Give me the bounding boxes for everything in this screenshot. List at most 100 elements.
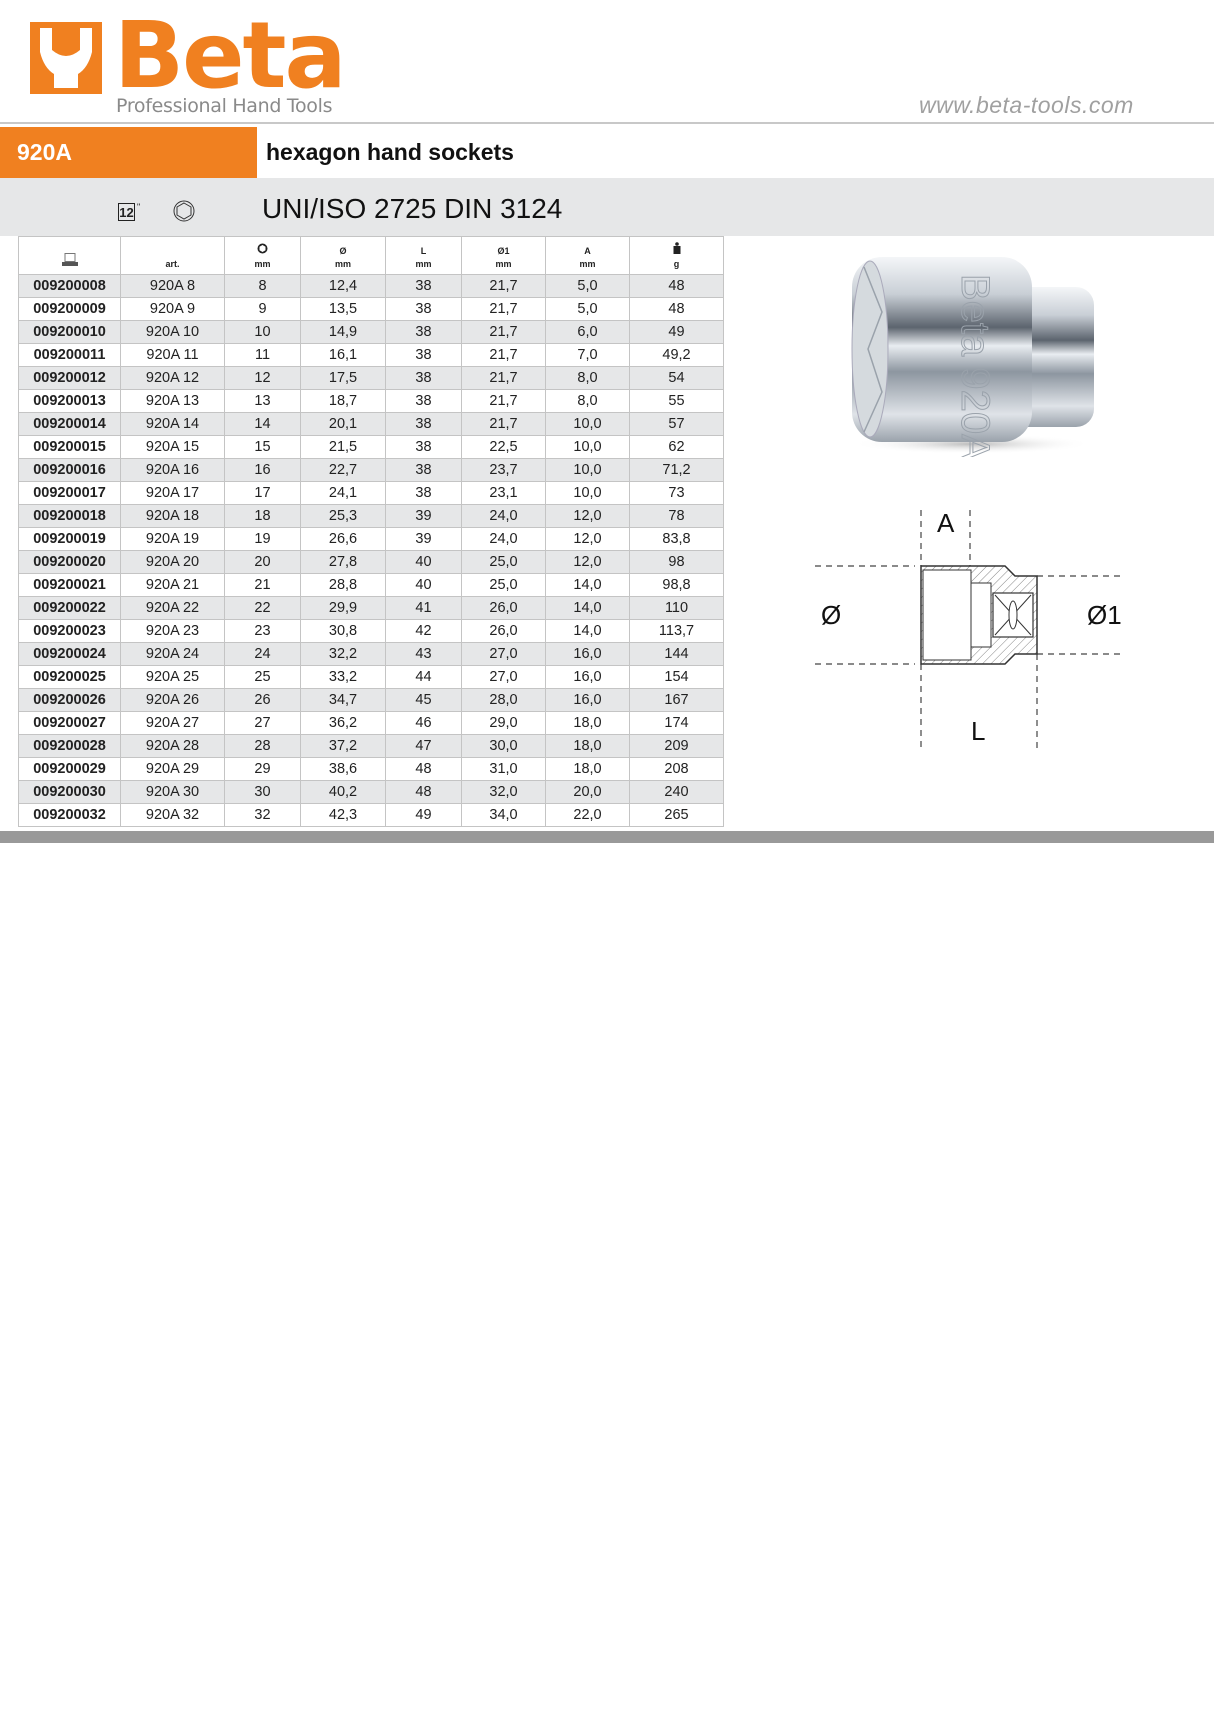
table-cell: 8,0 bbox=[545, 366, 630, 390]
article-code-cell: 009200009 bbox=[18, 297, 121, 321]
column-label: A bbox=[584, 246, 591, 256]
article-code-cell: 009200026 bbox=[18, 688, 121, 712]
table-cell: 920A 14 bbox=[120, 412, 225, 436]
table-cell: 46 bbox=[385, 711, 462, 735]
table-cell: 21 bbox=[224, 573, 301, 597]
table-cell: 8,0 bbox=[545, 389, 630, 413]
article-code-cell: 009200023 bbox=[18, 619, 121, 643]
table-cell: 37,2 bbox=[300, 734, 386, 758]
table-cell: 45 bbox=[385, 688, 462, 712]
table-cell: 920A 22 bbox=[120, 596, 225, 620]
table-row: 009200026 920A 26 26 34,7 45 28,0 16,0 167 bbox=[18, 688, 724, 712]
article-code-cell: 009200008 bbox=[18, 274, 121, 298]
article-code-cell: 009200015 bbox=[18, 435, 121, 459]
table-cell: 11 bbox=[224, 343, 301, 367]
table-cell: 920A 8 bbox=[120, 274, 225, 298]
column-unit: mm bbox=[334, 259, 351, 269]
table-cell: 16,0 bbox=[545, 642, 630, 666]
table-body: 009200008 920A 8 8 12,4 38 21,7 5,0 48 009200009… bbox=[18, 274, 724, 827]
table-cell: 209 bbox=[629, 734, 724, 758]
table-cell: 39 bbox=[385, 527, 462, 551]
table-cell: 174 bbox=[629, 711, 724, 735]
table-cell: 18 bbox=[224, 504, 301, 528]
table-cell: 28 bbox=[224, 734, 301, 758]
table-cell: 73 bbox=[629, 481, 724, 505]
table-cell: 12 bbox=[224, 366, 301, 390]
column-header: Ø1 mm bbox=[461, 236, 546, 275]
column-unit: mm bbox=[495, 259, 512, 269]
table-cell: 21,7 bbox=[461, 274, 546, 298]
table-cell: 38 bbox=[385, 389, 462, 413]
column-label: Ø1 bbox=[497, 246, 510, 256]
table-cell: 8 bbox=[224, 274, 301, 298]
table-cell: 47 bbox=[385, 734, 462, 758]
table-cell: 5,0 bbox=[545, 297, 630, 321]
table-cell: 21,7 bbox=[461, 412, 546, 436]
table-cell: 26,0 bbox=[461, 596, 546, 620]
table-cell: 39 bbox=[385, 504, 462, 528]
article-code-cell: 009200013 bbox=[18, 389, 121, 413]
table-row: 009200017 920A 17 17 24,1 38 23,1 10,0 73 bbox=[18, 481, 724, 505]
table-cell: 920A 20 bbox=[120, 550, 225, 574]
table-cell: 22 bbox=[224, 596, 301, 620]
table-cell: 32,0 bbox=[461, 780, 546, 804]
barcode-icon bbox=[19, 253, 120, 271]
table-cell: 24,1 bbox=[300, 481, 386, 505]
table-row: 009200014 920A 14 14 20,1 38 21,7 10,0 57 bbox=[18, 412, 724, 436]
table-cell: 38 bbox=[385, 320, 462, 344]
column-unit: mm bbox=[415, 259, 432, 269]
table-cell: 28,0 bbox=[461, 688, 546, 712]
article-code-cell: 009200012 bbox=[18, 366, 121, 390]
table-cell: 10,0 bbox=[545, 458, 630, 482]
table-cell: 920A 18 bbox=[120, 504, 225, 528]
table-cell: 34,0 bbox=[461, 803, 546, 827]
column-label: art. bbox=[165, 259, 180, 269]
product-code: 920A bbox=[17, 139, 72, 165]
table-row: 009200024 920A 24 24 32,2 43 27,0 16,0 144 bbox=[18, 642, 724, 666]
footer-bar bbox=[0, 831, 1214, 843]
table-cell: 57 bbox=[629, 412, 724, 436]
table-cell: 10,0 bbox=[545, 412, 630, 436]
table-cell: 16,1 bbox=[300, 343, 386, 367]
article-code-cell: 009200029 bbox=[18, 757, 121, 781]
table-row: 009200016 920A 16 16 22,7 38 23,7 10,0 71,2 bbox=[18, 458, 724, 482]
hex-socket-icon bbox=[225, 243, 300, 258]
column-header bbox=[18, 236, 121, 275]
table-cell: 265 bbox=[629, 803, 724, 827]
table-cell: 144 bbox=[629, 642, 724, 666]
column-unit: mm bbox=[254, 259, 271, 269]
table-cell: 22,5 bbox=[461, 435, 546, 459]
table-cell: 26 bbox=[224, 688, 301, 712]
table-row: 009200029 920A 29 29 38,6 48 31,0 18,0 208 bbox=[18, 757, 724, 781]
table-cell: 38,6 bbox=[300, 757, 386, 781]
brand-url[interactable]: www.beta-tools.com bbox=[919, 92, 1134, 118]
table-cell: 23,7 bbox=[461, 458, 546, 482]
table-cell: 27,8 bbox=[300, 550, 386, 574]
table-cell: 38 bbox=[385, 458, 462, 482]
table-cell: 19 bbox=[224, 527, 301, 551]
table-cell: 98 bbox=[629, 550, 724, 574]
table-cell: 32 bbox=[224, 803, 301, 827]
table-cell: 18,7 bbox=[300, 389, 386, 413]
table-cell: 27,0 bbox=[461, 642, 546, 666]
table-cell: 9 bbox=[224, 297, 301, 321]
table-cell: 29,0 bbox=[461, 711, 546, 735]
table-cell: 24 bbox=[224, 642, 301, 666]
article-code-cell: 009200014 bbox=[18, 412, 121, 436]
table-cell: 10,0 bbox=[545, 481, 630, 505]
table-cell: 20 bbox=[224, 550, 301, 574]
table-cell: 55 bbox=[629, 389, 724, 413]
table-cell: 29 bbox=[224, 757, 301, 781]
beta-wrench-logo-icon bbox=[30, 22, 102, 94]
label-l: L bbox=[971, 716, 985, 746]
article-code-cell: 009200017 bbox=[18, 481, 121, 505]
table-cell: 167 bbox=[629, 688, 724, 712]
table-cell: 110 bbox=[629, 596, 724, 620]
table-cell: 42,3 bbox=[300, 803, 386, 827]
table-cell: 12,0 bbox=[545, 550, 630, 574]
header-divider bbox=[0, 122, 1214, 124]
table-cell: 920A 23 bbox=[120, 619, 225, 643]
table-cell: 920A 11 bbox=[120, 343, 225, 367]
svg-text:": " bbox=[137, 202, 140, 212]
table-cell: 14,9 bbox=[300, 320, 386, 344]
